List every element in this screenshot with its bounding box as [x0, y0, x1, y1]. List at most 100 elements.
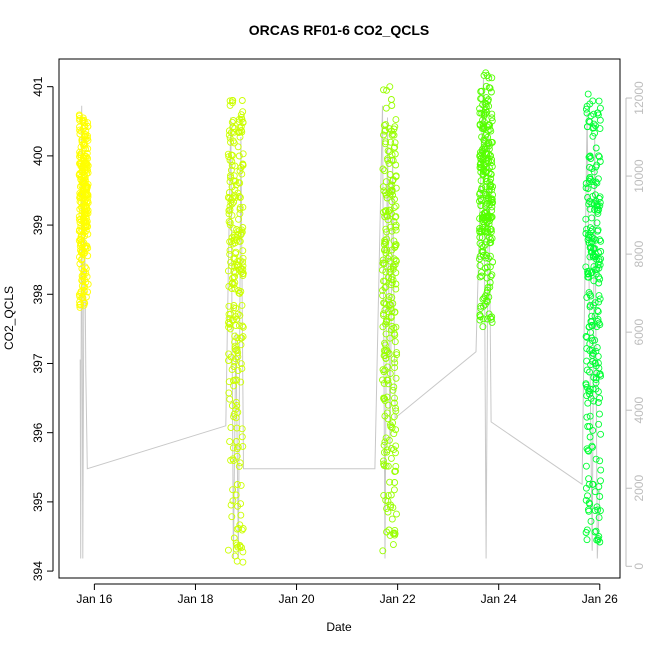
- data-point: [238, 365, 246, 373]
- data-point: [384, 462, 392, 470]
- data-point: [388, 131, 396, 139]
- data-point: [486, 314, 494, 321]
- data-point: [238, 226, 246, 234]
- data-point: [477, 304, 485, 312]
- data-point: [228, 280, 236, 288]
- data-point: [379, 286, 386, 294]
- data-point: [488, 114, 496, 122]
- data-point: [484, 96, 492, 104]
- data-point: [488, 203, 496, 211]
- data-point: [479, 124, 487, 132]
- y-axis: 394 395 396 397 398 399 400 401: [31, 76, 54, 581]
- y2-axis: 0 2000 4000 6000 8000 10000 12000: [625, 81, 646, 570]
- data-point: [592, 178, 600, 186]
- data-point: [482, 150, 490, 158]
- data-point: [224, 267, 232, 275]
- data-point: [233, 226, 241, 233]
- data-point: [234, 353, 242, 361]
- data-point: [388, 127, 396, 135]
- data-point: [479, 116, 486, 124]
- data-point: [226, 250, 234, 258]
- data-point: [584, 90, 592, 98]
- data-point: [225, 189, 233, 196]
- data-point: [84, 199, 92, 207]
- data-point: [595, 514, 603, 522]
- data-point: [582, 263, 590, 271]
- data-point: [384, 376, 392, 384]
- data-point: [231, 263, 239, 271]
- data-point: [225, 310, 233, 318]
- data-point: [485, 254, 493, 262]
- data-point: [391, 479, 399, 486]
- data-point: [225, 320, 233, 328]
- data-point: [597, 477, 604, 485]
- data-point: [225, 302, 233, 310]
- data-point: [485, 293, 493, 301]
- data-point: [228, 513, 236, 521]
- data-point: [488, 156, 496, 164]
- data-point: [585, 289, 593, 297]
- data-point: [232, 491, 240, 499]
- data-point: [228, 402, 236, 410]
- data-point: [483, 297, 491, 304]
- data-point: [586, 100, 594, 108]
- data-point: [589, 426, 597, 434]
- data-point: [591, 488, 599, 496]
- data-point: [482, 177, 490, 185]
- data-point: [387, 454, 395, 462]
- data-point: [593, 503, 601, 511]
- data-point: [596, 457, 604, 465]
- data-point: [235, 152, 243, 160]
- data-point: [479, 323, 487, 331]
- y-tick-label: 395: [31, 492, 45, 512]
- data-point: [76, 123, 83, 131]
- data-point: [381, 397, 389, 405]
- data-point: [380, 441, 388, 449]
- data-point: [382, 347, 389, 355]
- data-point: [229, 497, 237, 505]
- data-point: [588, 165, 596, 173]
- data-point: [486, 283, 494, 291]
- data-point: [227, 129, 235, 136]
- co2-points: [75, 69, 605, 566]
- data-point: [389, 541, 397, 549]
- data-point: [383, 228, 391, 236]
- data-point: [235, 193, 243, 200]
- data-point: [387, 223, 394, 231]
- data-point: [84, 169, 92, 177]
- data-point: [75, 291, 83, 299]
- data-point: [225, 389, 233, 397]
- data-point: [476, 262, 484, 270]
- data-point: [230, 413, 238, 421]
- data-point: [239, 247, 247, 255]
- y-tick-label: 397: [31, 353, 45, 373]
- data-point: [476, 273, 484, 281]
- altitude-series: [79, 78, 601, 559]
- data-point: [390, 430, 398, 438]
- data-point: [379, 376, 386, 384]
- data-point: [392, 323, 400, 331]
- data-point: [380, 462, 388, 469]
- data-point: [587, 155, 595, 162]
- data-point: [478, 248, 486, 255]
- data-point: [386, 301, 394, 309]
- data-point: [77, 233, 85, 241]
- data-point: [595, 153, 603, 161]
- data-point: [389, 191, 397, 199]
- data-point: [380, 187, 388, 195]
- data-point: [226, 238, 234, 246]
- data-point: [233, 424, 241, 432]
- data-point: [476, 197, 483, 205]
- data-point: [476, 161, 484, 168]
- data-point: [225, 218, 233, 226]
- data-point: [477, 302, 485, 310]
- data-point: [597, 466, 605, 474]
- data-point: [391, 143, 399, 151]
- data-point: [381, 306, 389, 314]
- y2-tick-label: 0: [632, 563, 646, 570]
- data-point: [236, 543, 244, 551]
- data-point: [596, 394, 604, 402]
- data-point: [597, 430, 605, 438]
- data-point: [476, 316, 484, 324]
- data-point: [81, 263, 89, 271]
